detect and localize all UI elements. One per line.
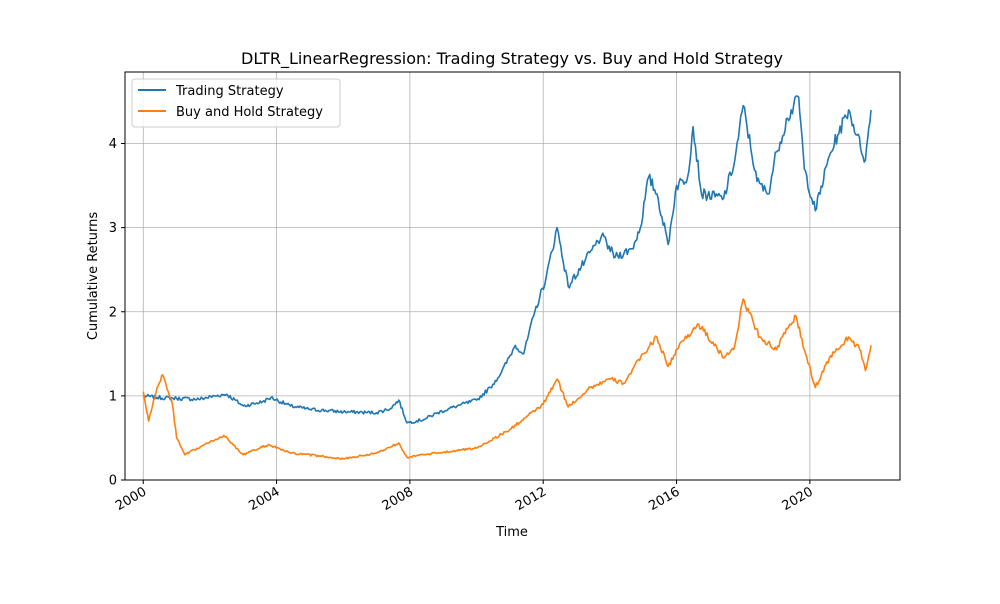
chart-title: DLTR_LinearRegression: Trading Strategy … <box>241 49 783 69</box>
plot-area-frame <box>124 71 901 481</box>
y-tick-label: 2 <box>109 305 117 320</box>
legend: Trading Strategy Buy and Hold Strategy <box>131 78 341 128</box>
legend-label-buy-and-hold-strategy: Buy and Hold Strategy <box>176 105 323 120</box>
y-tick-label: 3 <box>109 221 117 236</box>
x-axis-ticks: 2000 2004 2008 2012 2016 2020 <box>113 480 816 514</box>
y-axis-label: Cumulative Returns <box>86 212 101 340</box>
y-tick-label: 0 <box>109 474 117 489</box>
series-line-buy-and-hold-strategy <box>142 298 872 461</box>
y-tick-label: 1 <box>109 389 117 404</box>
series-line-trading-strategy <box>143 95 872 425</box>
x-tick-label: 2008 <box>380 484 416 514</box>
x-axis-label: Time <box>495 525 528 540</box>
legend-label-trading-strategy: Trading Strategy <box>175 84 284 99</box>
y-tick-label: 4 <box>109 137 117 152</box>
x-tick-label: 2004 <box>246 484 282 514</box>
x-tick-label: 2000 <box>113 484 149 514</box>
legend-box <box>131 78 341 128</box>
y-axis-ticks: 0 1 2 3 4 <box>109 137 125 489</box>
x-tick-label: 2020 <box>780 484 816 514</box>
x-tick-label: 2012 <box>513 484 549 514</box>
series-lines <box>142 95 872 461</box>
x-tick-label: 2016 <box>646 484 682 514</box>
